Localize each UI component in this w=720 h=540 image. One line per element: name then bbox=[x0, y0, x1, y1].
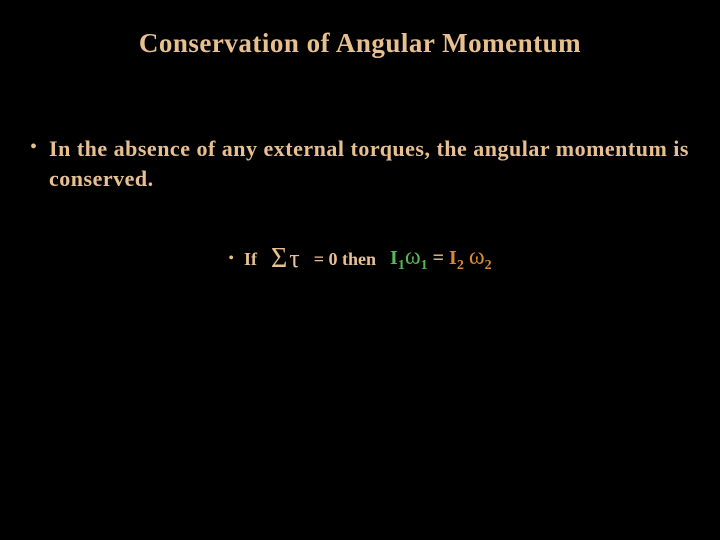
omega-1: ω bbox=[405, 244, 421, 270]
bullet-main-text: In the absence of any external torques, … bbox=[49, 134, 690, 193]
sub-2a: 2 bbox=[457, 258, 464, 273]
bullet-mark-icon: • bbox=[30, 136, 37, 159]
if-label: If bbox=[244, 249, 257, 270]
slide: Conservation of Angular Momentum • In th… bbox=[0, 0, 720, 540]
sub-1a: 1 bbox=[398, 258, 405, 273]
tau-symbol: τ bbox=[289, 244, 299, 274]
bullet-equation: • If Σ τ = 0 then I1ω1 = I2 ω2 bbox=[30, 243, 690, 275]
equation-expression: I1ω1 = I2 ω2 bbox=[390, 244, 492, 274]
bullet-main: • In the absence of any external torques… bbox=[30, 134, 690, 193]
sigma-symbol: Σ bbox=[271, 243, 287, 275]
I1: I bbox=[390, 247, 398, 269]
bullet-equation-inner: • If Σ τ = 0 then I1ω1 = I2 ω2 bbox=[228, 243, 491, 275]
sub-2b: 2 bbox=[485, 258, 492, 273]
sub-1b: 1 bbox=[421, 258, 428, 273]
slide-title: Conservation of Angular Momentum bbox=[30, 28, 690, 59]
omega-2: ω bbox=[469, 244, 485, 270]
I2: I bbox=[449, 247, 457, 269]
bullet-mark-icon: • bbox=[228, 250, 234, 268]
equals-sign: = bbox=[428, 247, 449, 269]
eq-zero-then: = 0 then bbox=[314, 249, 376, 270]
